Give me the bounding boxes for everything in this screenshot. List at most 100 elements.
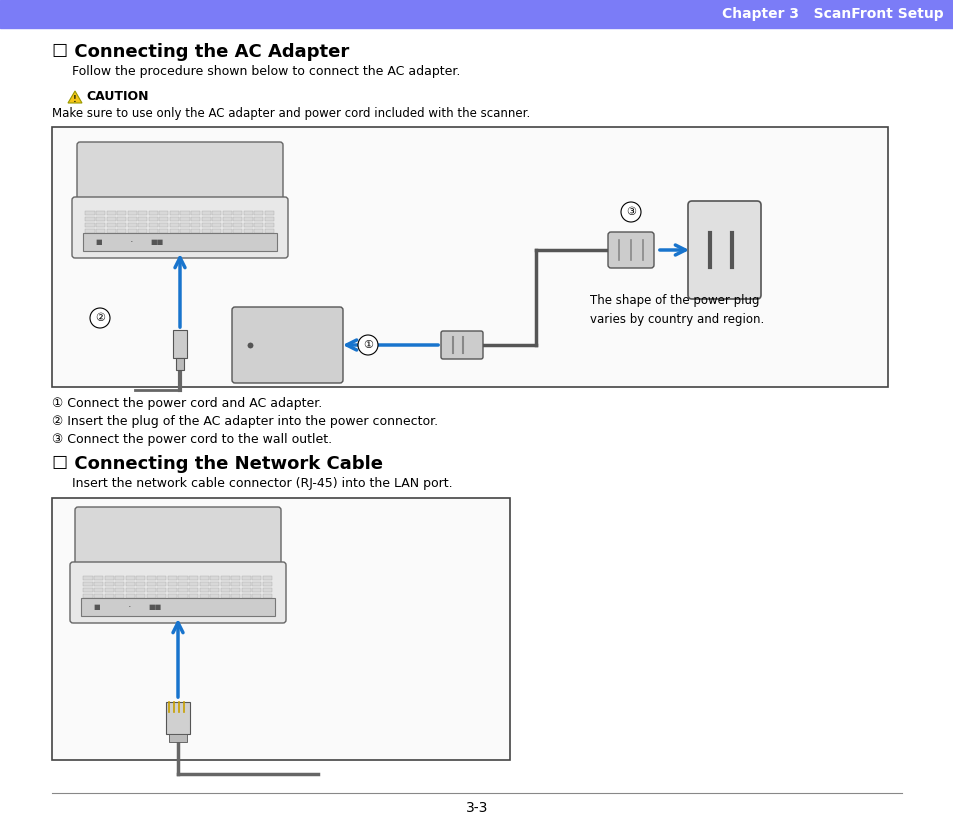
Text: ②: ② — [95, 313, 105, 323]
Bar — [149, 240, 158, 245]
Bar — [244, 240, 253, 245]
Bar — [201, 246, 211, 250]
Text: ■■: ■■ — [150, 239, 163, 245]
Bar — [212, 228, 221, 232]
Bar — [94, 612, 103, 615]
Bar — [220, 587, 230, 591]
Circle shape — [620, 202, 640, 222]
Bar — [94, 582, 103, 586]
Text: ☐ Connecting the Network Cable: ☐ Connecting the Network Cable — [52, 455, 382, 473]
Bar — [212, 222, 221, 227]
Bar — [244, 210, 253, 214]
Bar — [191, 240, 200, 245]
Bar — [159, 222, 169, 227]
Bar — [117, 240, 126, 245]
Bar — [105, 576, 113, 579]
Bar — [253, 594, 261, 597]
Bar — [94, 600, 103, 604]
Text: The shape of the power plug
varies by country and region.: The shape of the power plug varies by co… — [589, 294, 763, 326]
Bar — [105, 605, 113, 609]
Bar — [231, 605, 240, 609]
Bar — [149, 235, 158, 239]
Bar — [138, 210, 147, 214]
Bar — [159, 210, 169, 214]
Bar — [115, 576, 124, 579]
Bar — [263, 612, 272, 615]
Bar — [231, 612, 240, 615]
Bar — [265, 240, 274, 245]
Bar — [83, 233, 276, 251]
Bar — [105, 582, 113, 586]
Bar — [107, 235, 115, 239]
Bar — [126, 612, 134, 615]
Bar — [201, 210, 211, 214]
Bar — [149, 222, 158, 227]
Bar — [84, 594, 92, 597]
Bar — [128, 222, 136, 227]
Bar — [126, 594, 134, 597]
Bar — [168, 582, 177, 586]
Text: CAUTION: CAUTION — [86, 91, 149, 104]
Bar — [241, 582, 251, 586]
Bar — [126, 582, 134, 586]
Bar — [86, 228, 94, 232]
Bar — [168, 612, 177, 615]
Bar — [136, 594, 145, 597]
Bar — [210, 594, 219, 597]
Bar — [147, 587, 155, 591]
Bar — [241, 612, 251, 615]
Bar — [199, 582, 209, 586]
Bar — [159, 246, 169, 250]
Bar — [115, 605, 124, 609]
Bar — [191, 222, 200, 227]
Bar — [253, 605, 261, 609]
Bar — [241, 600, 251, 604]
Bar — [180, 222, 190, 227]
Bar — [191, 246, 200, 250]
Bar — [107, 246, 115, 250]
Bar — [166, 702, 190, 734]
Bar — [0, 0, 953, 28]
Bar — [210, 605, 219, 609]
Bar — [115, 594, 124, 597]
Bar — [233, 240, 242, 245]
Bar — [117, 210, 126, 214]
Bar — [105, 612, 113, 615]
Bar — [84, 605, 92, 609]
FancyBboxPatch shape — [607, 232, 654, 268]
Bar — [265, 235, 274, 239]
Bar — [212, 217, 221, 221]
Bar — [84, 600, 92, 604]
Bar — [263, 605, 272, 609]
Bar — [172, 330, 187, 358]
Bar — [178, 594, 188, 597]
Bar — [117, 228, 126, 232]
Bar — [117, 246, 126, 250]
Bar — [201, 228, 211, 232]
Bar — [180, 217, 190, 221]
Bar — [180, 228, 190, 232]
Bar — [147, 600, 155, 604]
Bar — [233, 217, 242, 221]
Bar — [210, 600, 219, 604]
Bar — [233, 228, 242, 232]
FancyBboxPatch shape — [440, 331, 482, 359]
Bar — [96, 222, 105, 227]
Bar — [138, 240, 147, 245]
Bar — [253, 582, 261, 586]
Bar — [231, 576, 240, 579]
Bar — [115, 582, 124, 586]
Bar — [157, 576, 166, 579]
Text: Follow the procedure shown below to connect the AC adapter.: Follow the procedure shown below to conn… — [71, 65, 460, 79]
Bar — [149, 246, 158, 250]
Text: ①: ① — [363, 340, 373, 350]
Bar — [86, 235, 94, 239]
Bar — [170, 222, 179, 227]
Bar — [117, 217, 126, 221]
Bar — [222, 210, 232, 214]
Bar — [233, 246, 242, 250]
Bar — [210, 612, 219, 615]
Bar — [191, 210, 200, 214]
Text: ·: · — [130, 237, 133, 247]
Bar — [138, 228, 147, 232]
